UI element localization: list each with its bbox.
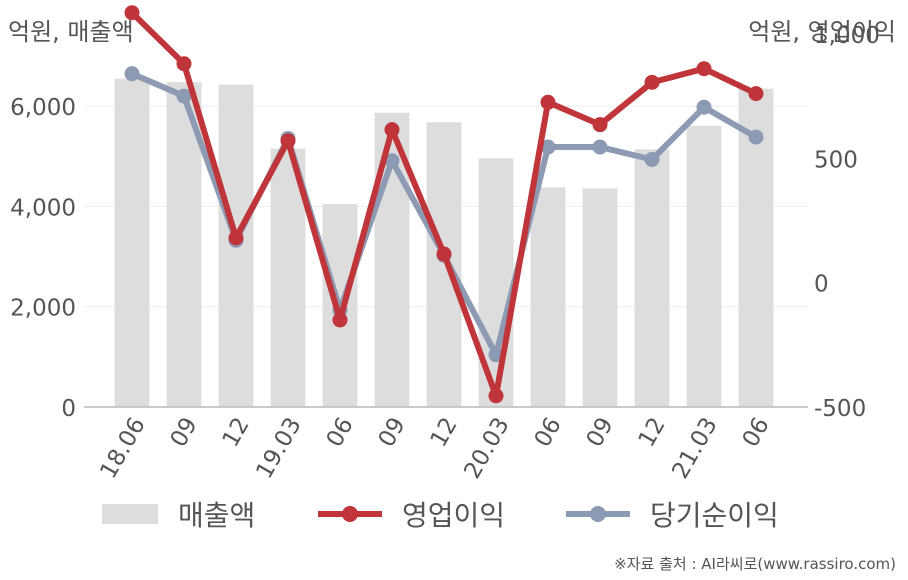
operating-profit-point [228, 230, 244, 246]
x-tick-label: 06 [322, 413, 359, 451]
x-tick-label: 12 [218, 413, 255, 451]
x-tick-label: 06 [738, 413, 775, 451]
operating-profit-point [124, 5, 140, 21]
operating-profit-point [644, 74, 660, 90]
legend-line-swatch-gray [566, 506, 630, 522]
legend-label-operating-profit: 영업이익 [402, 499, 506, 532]
operating-profit-point [436, 246, 452, 262]
legend-label-revenue: 매출액 [178, 499, 256, 532]
right-axis-unit-label: 억원, 영업이익 [748, 18, 896, 46]
net-income-point [696, 99, 712, 115]
operating-profit-point [696, 61, 712, 77]
right-tick-label: -500 [814, 396, 866, 422]
legend: 매출액 영업이익 당기순이익 [0, 492, 908, 536]
net-income-point [384, 153, 400, 169]
x-tick-label: 09 [582, 413, 619, 451]
x-tick-label: 18.06 [95, 413, 150, 483]
left-axis-unit-label: 억원, 매출액 [8, 18, 134, 46]
bar-revenue [686, 125, 722, 407]
right-tick-label: 0 [814, 272, 829, 298]
operating-profit-point [540, 94, 556, 110]
net-income-point [540, 139, 556, 155]
bar-revenue [270, 148, 306, 407]
legend-line-swatch-red [318, 506, 382, 522]
operating-profit-point [176, 56, 192, 72]
left-tick-label: 2,000 [10, 296, 76, 322]
x-tick-label: 09 [374, 413, 411, 451]
bar-revenue [426, 122, 462, 407]
net-income-point [124, 66, 140, 82]
left-tick-label: 4,000 [10, 195, 76, 221]
operating-profit-point [332, 312, 348, 328]
source-credit: ※자료 출처 : AI라씨로(www.rassiro.com) [614, 555, 896, 573]
x-tick-label: 21.03 [667, 413, 722, 483]
bar-revenue [530, 187, 566, 407]
legend-item-operating-profit: 영업이익 [318, 492, 505, 536]
operating-profit-point [592, 117, 608, 133]
x-tick-label: 19.03 [251, 413, 306, 483]
left-tick-label: 6,000 [10, 95, 76, 121]
operating-profit-point [488, 388, 504, 404]
x-tick-label: 12 [426, 413, 463, 451]
bar-revenue [114, 78, 150, 408]
net-income-point [176, 88, 192, 104]
legend-item-net-income: 당기순이익 [566, 492, 779, 536]
operating-profit-point [384, 122, 400, 138]
bar-revenue [582, 188, 618, 407]
net-income-point [592, 139, 608, 155]
net-income-point [644, 151, 660, 167]
legend-label-net-income: 당기순이익 [650, 499, 779, 532]
left-tick-label: 0 [61, 396, 76, 422]
operating-profit-point [280, 133, 296, 149]
legend-bar-swatch [102, 504, 158, 524]
operating-profit-point [748, 86, 764, 102]
right-tick-label: 1,000 [814, 23, 880, 49]
net-income-point [748, 129, 764, 145]
legend-item-revenue: 매출액 [102, 492, 255, 536]
x-tick-label: 20.03 [459, 413, 514, 483]
right-tick-label: 500 [814, 147, 858, 173]
x-tick-label: 09 [166, 413, 203, 451]
x-tick-label: 12 [634, 413, 671, 451]
x-tick-label: 06 [530, 413, 567, 451]
bar-revenue [634, 149, 670, 407]
